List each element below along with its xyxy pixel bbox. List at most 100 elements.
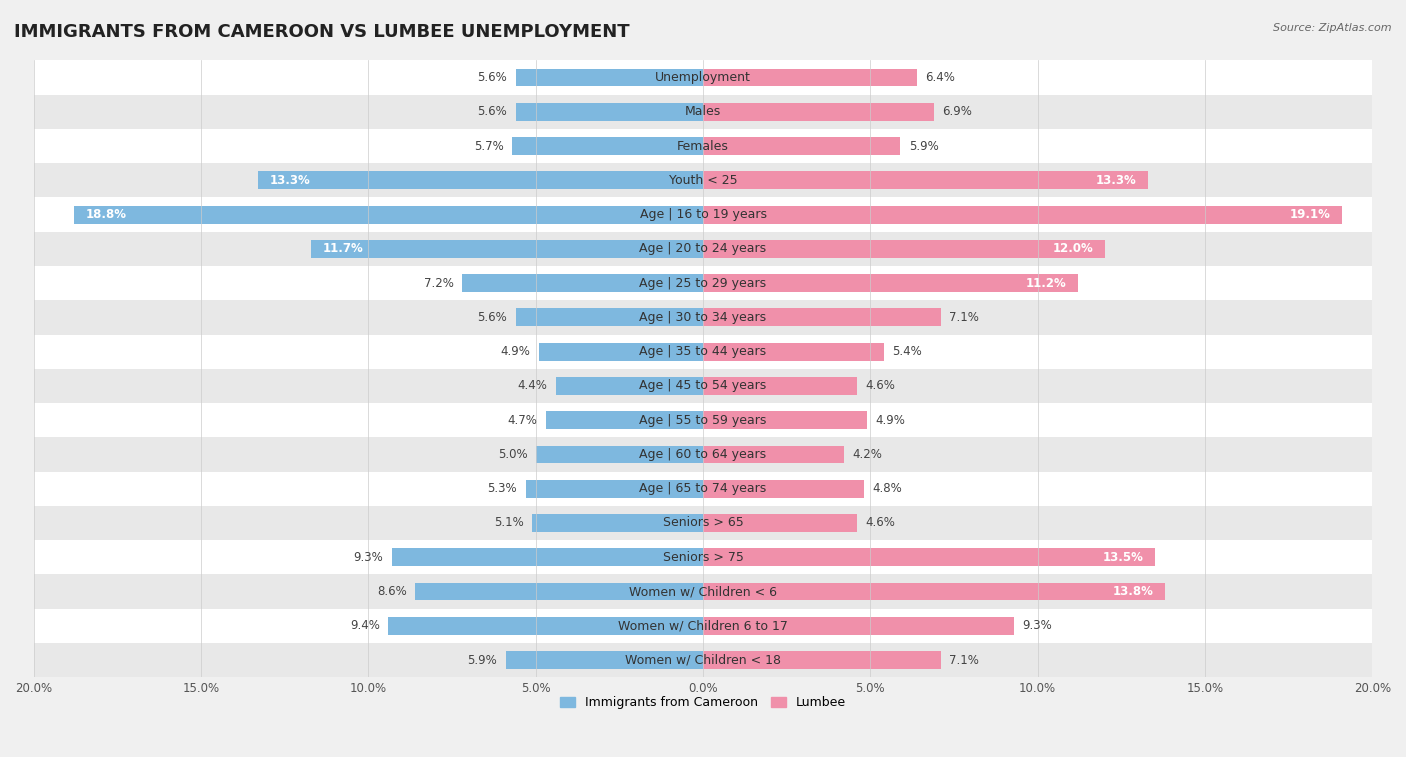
Bar <box>463 274 703 292</box>
Bar <box>34 266 1372 301</box>
Bar <box>526 480 703 497</box>
Text: 13.3%: 13.3% <box>270 174 311 187</box>
Text: 5.6%: 5.6% <box>478 311 508 324</box>
Bar <box>34 301 1372 335</box>
Bar <box>703 548 1154 566</box>
Bar <box>34 129 1372 164</box>
Text: 13.5%: 13.5% <box>1102 551 1143 564</box>
Bar <box>34 643 1372 678</box>
Text: Age | 55 to 59 years: Age | 55 to 59 years <box>640 413 766 427</box>
Bar <box>34 403 1372 438</box>
Text: Age | 45 to 54 years: Age | 45 to 54 years <box>640 379 766 392</box>
Text: Age | 35 to 44 years: Age | 35 to 44 years <box>640 345 766 358</box>
Bar <box>538 343 703 360</box>
Text: Unemployment: Unemployment <box>655 71 751 84</box>
Text: Age | 30 to 34 years: Age | 30 to 34 years <box>640 311 766 324</box>
Text: 5.6%: 5.6% <box>478 71 508 84</box>
Text: 5.0%: 5.0% <box>498 448 527 461</box>
Text: 5.9%: 5.9% <box>908 139 939 153</box>
Text: 4.9%: 4.9% <box>501 345 530 358</box>
Bar <box>703 171 1149 189</box>
Bar <box>533 514 703 532</box>
Bar <box>257 171 703 189</box>
Text: 9.4%: 9.4% <box>350 619 380 632</box>
Bar <box>703 309 941 326</box>
Bar <box>536 446 703 463</box>
Text: 9.3%: 9.3% <box>353 551 384 564</box>
Bar <box>703 583 1166 600</box>
Bar <box>34 198 1372 232</box>
Bar <box>512 137 703 155</box>
Bar <box>34 472 1372 506</box>
Text: Women w/ Children 6 to 17: Women w/ Children 6 to 17 <box>619 619 787 632</box>
Text: 19.1%: 19.1% <box>1289 208 1330 221</box>
Text: 5.1%: 5.1% <box>494 516 524 529</box>
Text: 5.6%: 5.6% <box>478 105 508 118</box>
Bar <box>34 540 1372 575</box>
Text: 7.2%: 7.2% <box>423 276 454 290</box>
Text: Females: Females <box>678 139 728 153</box>
Bar <box>311 240 703 258</box>
Text: 18.8%: 18.8% <box>86 208 127 221</box>
Text: 4.9%: 4.9% <box>876 413 905 427</box>
Text: 12.0%: 12.0% <box>1052 242 1092 255</box>
Text: 5.7%: 5.7% <box>474 139 503 153</box>
Legend: Immigrants from Cameroon, Lumbee: Immigrants from Cameroon, Lumbee <box>555 691 851 714</box>
Text: Youth < 25: Youth < 25 <box>669 174 737 187</box>
Bar <box>516 103 703 120</box>
Bar <box>34 95 1372 129</box>
Bar <box>703 617 1014 634</box>
Bar <box>34 369 1372 403</box>
Bar <box>34 506 1372 540</box>
Text: Age | 20 to 24 years: Age | 20 to 24 years <box>640 242 766 255</box>
Bar <box>34 232 1372 266</box>
Text: Source: ZipAtlas.com: Source: ZipAtlas.com <box>1274 23 1392 33</box>
Text: Age | 60 to 64 years: Age | 60 to 64 years <box>640 448 766 461</box>
Bar <box>34 575 1372 609</box>
Text: 6.4%: 6.4% <box>925 71 956 84</box>
Text: Age | 65 to 74 years: Age | 65 to 74 years <box>640 482 766 495</box>
Bar <box>392 548 703 566</box>
Bar <box>34 61 1372 95</box>
Bar <box>546 411 703 429</box>
Bar <box>703 69 917 86</box>
Text: 13.8%: 13.8% <box>1112 585 1153 598</box>
Text: Women w/ Children < 18: Women w/ Children < 18 <box>626 653 780 666</box>
Bar <box>703 240 1105 258</box>
Text: 4.8%: 4.8% <box>872 482 901 495</box>
Bar <box>34 164 1372 198</box>
Bar <box>703 411 868 429</box>
Text: 13.3%: 13.3% <box>1095 174 1136 187</box>
Bar <box>34 609 1372 643</box>
Text: 6.9%: 6.9% <box>942 105 972 118</box>
Text: IMMIGRANTS FROM CAMEROON VS LUMBEE UNEMPLOYMENT: IMMIGRANTS FROM CAMEROON VS LUMBEE UNEMP… <box>14 23 630 41</box>
Bar <box>703 377 858 395</box>
Bar <box>73 206 703 223</box>
Bar <box>388 617 703 634</box>
Bar <box>415 583 703 600</box>
Text: 7.1%: 7.1% <box>949 311 979 324</box>
Bar <box>555 377 703 395</box>
Text: 4.6%: 4.6% <box>865 516 896 529</box>
Bar <box>516 309 703 326</box>
Text: Age | 16 to 19 years: Age | 16 to 19 years <box>640 208 766 221</box>
Bar <box>34 438 1372 472</box>
Bar <box>516 69 703 86</box>
Text: 5.9%: 5.9% <box>467 653 498 666</box>
Text: 11.2%: 11.2% <box>1025 276 1066 290</box>
Bar <box>703 514 858 532</box>
Bar <box>34 335 1372 369</box>
Bar <box>506 651 703 669</box>
Bar <box>703 343 884 360</box>
Text: 7.1%: 7.1% <box>949 653 979 666</box>
Text: Males: Males <box>685 105 721 118</box>
Bar <box>703 480 863 497</box>
Bar <box>703 651 941 669</box>
Text: 5.3%: 5.3% <box>488 482 517 495</box>
Bar <box>703 446 844 463</box>
Text: 4.7%: 4.7% <box>508 413 537 427</box>
Text: 4.4%: 4.4% <box>517 379 547 392</box>
Text: 8.6%: 8.6% <box>377 585 406 598</box>
Text: Women w/ Children < 6: Women w/ Children < 6 <box>628 585 778 598</box>
Bar <box>703 137 900 155</box>
